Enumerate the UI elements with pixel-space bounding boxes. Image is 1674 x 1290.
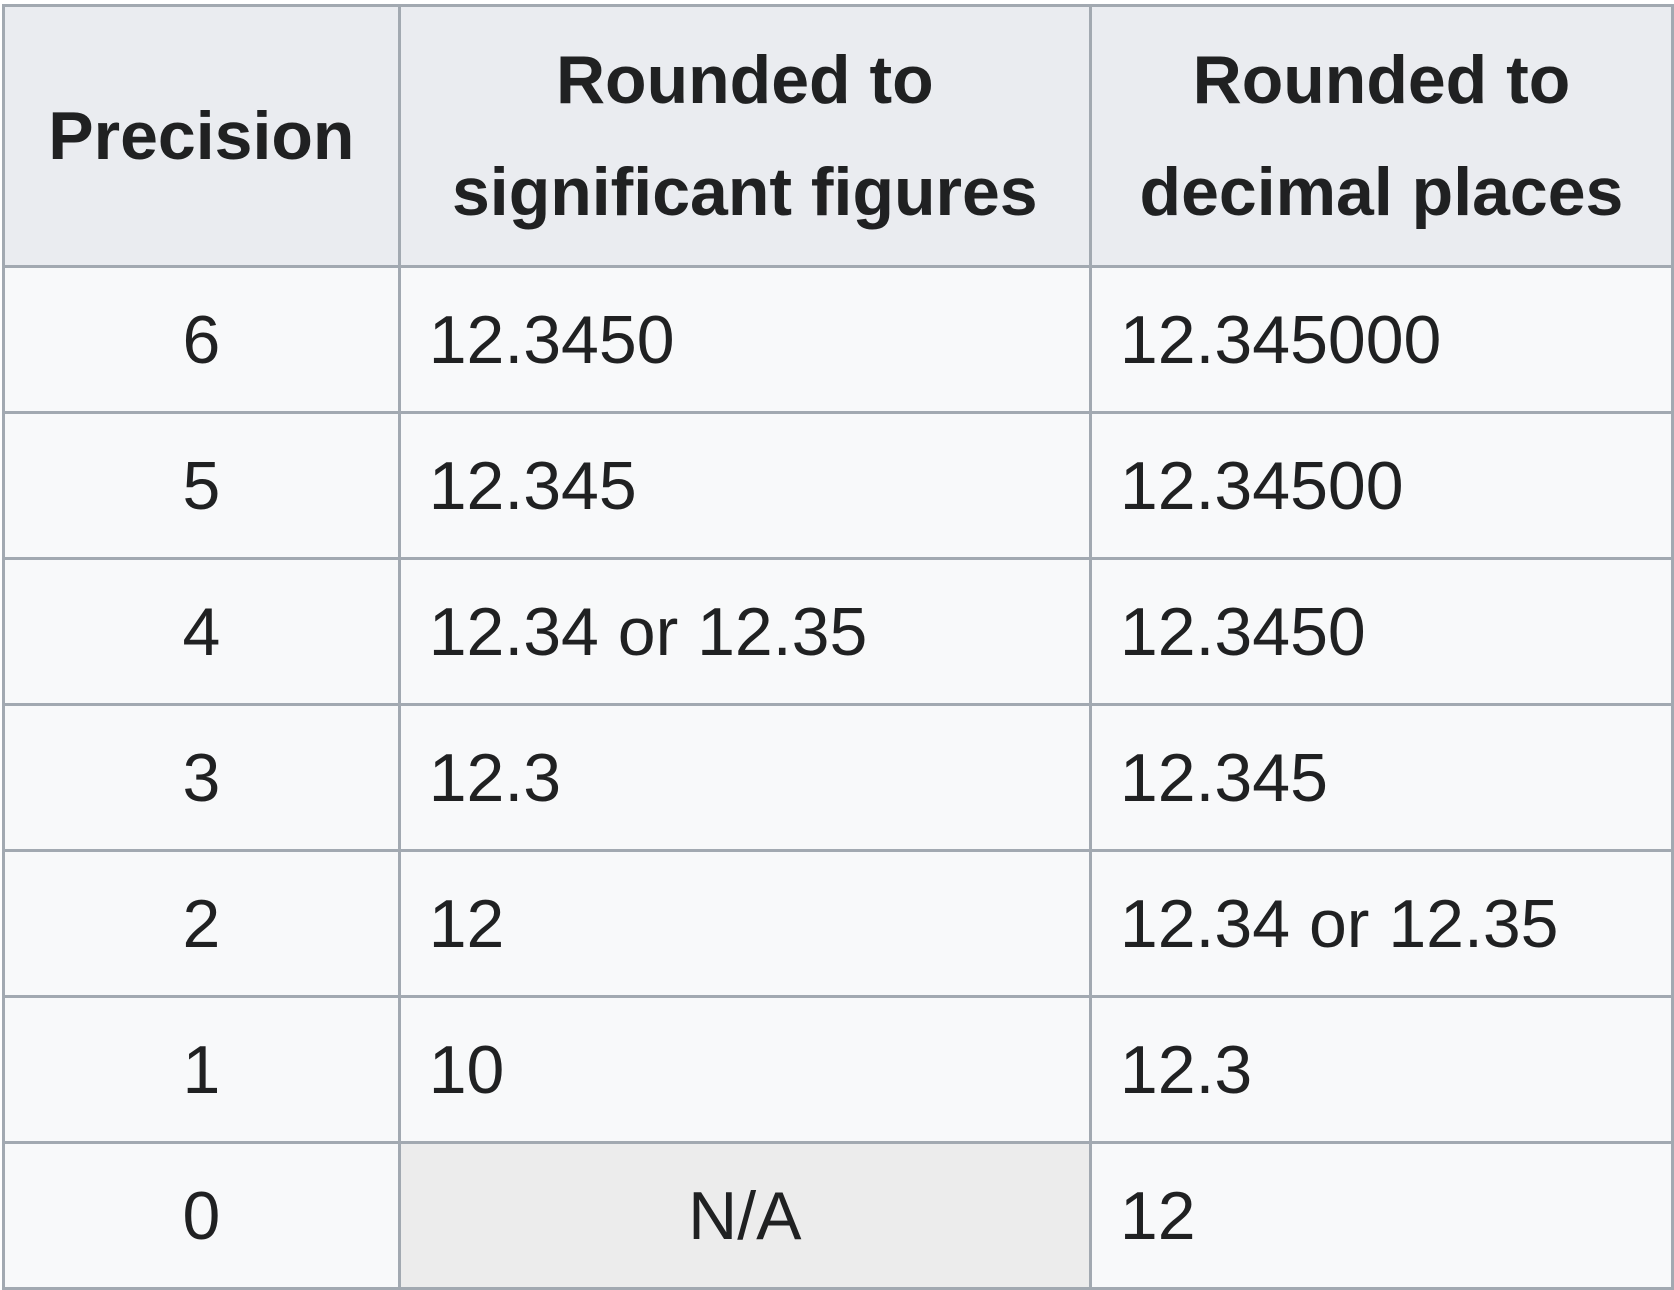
sig-figs-cell: 10	[397, 995, 1092, 1144]
decimal-places-cell: 12.345	[1088, 703, 1674, 852]
sig-figs-cell: 12.3450	[397, 265, 1092, 414]
decimal-places-cell: 12.34 or 12.35	[1088, 849, 1674, 998]
precision-cell: 5	[2, 411, 401, 560]
table-row: 0 N/A 12	[2, 1141, 1674, 1290]
decimal-places-cell: 12	[1088, 1141, 1674, 1290]
table-row: 5 12.345 12.34500	[2, 411, 1674, 560]
precision-cell: 2	[2, 849, 401, 998]
header-significant-figures: Rounded to significant figures	[397, 4, 1092, 268]
table-row: 1 10 12.3	[2, 995, 1674, 1144]
sig-figs-cell: 12.345	[397, 411, 1092, 560]
sig-figs-cell: 12.3	[397, 703, 1092, 852]
decimal-places-cell: 12.345000	[1088, 265, 1674, 414]
rounding-table: Precision Rounded to significant figures …	[2, 4, 1674, 1290]
decimal-places-cell: 12.34500	[1088, 411, 1674, 560]
table-row: 6 12.3450 12.345000	[2, 265, 1674, 414]
header-precision: Precision	[2, 4, 401, 268]
header-decimal-places: Rounded to decimal places	[1088, 4, 1674, 268]
decimal-places-cell: 12.3	[1088, 995, 1674, 1144]
sig-figs-cell: 12.34 or 12.35	[397, 557, 1092, 706]
table-row: 4 12.34 or 12.35 12.3450	[2, 557, 1674, 706]
precision-cell: 6	[2, 265, 401, 414]
precision-cell: 3	[2, 703, 401, 852]
precision-cell: 4	[2, 557, 401, 706]
na-cell: N/A	[397, 1141, 1092, 1290]
decimal-places-cell: 12.3450	[1088, 557, 1674, 706]
precision-cell: 1	[2, 995, 401, 1144]
table-row: 3 12.3 12.345	[2, 703, 1674, 852]
table-row: 2 12 12.34 or 12.35	[2, 849, 1674, 998]
sig-figs-cell: 12	[397, 849, 1092, 998]
header-row: Precision Rounded to significant figures …	[2, 4, 1674, 268]
precision-cell: 0	[2, 1141, 401, 1290]
